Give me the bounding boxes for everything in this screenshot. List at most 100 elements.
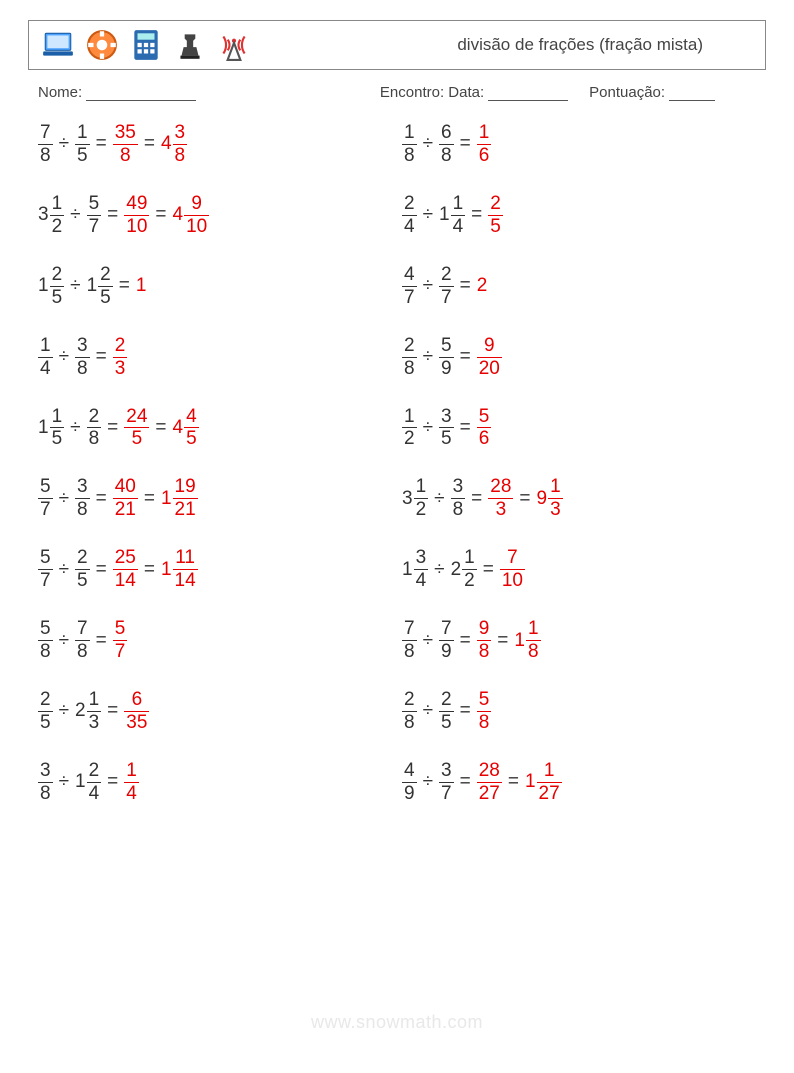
numerator: 1 bbox=[477, 123, 492, 143]
divide-sign: ÷ bbox=[423, 204, 433, 226]
denominator: 5 bbox=[50, 429, 65, 449]
fraction-stack: 24 bbox=[402, 194, 417, 237]
numerator: 5 bbox=[113, 619, 128, 639]
fraction-stack: 910 bbox=[184, 194, 209, 237]
fraction-stack: 58 bbox=[38, 619, 53, 662]
fraction-stack: 25 bbox=[439, 690, 454, 733]
divide-sign: ÷ bbox=[59, 346, 69, 368]
fraction: 4021 bbox=[113, 477, 138, 520]
page-title: divisão de frações (fração mista) bbox=[457, 35, 703, 55]
whole-part: 1 bbox=[402, 559, 413, 581]
problem: 78÷79=98=118 bbox=[402, 619, 756, 662]
fraction-stack: 57 bbox=[113, 619, 128, 662]
fraction-stack: 23 bbox=[113, 336, 128, 379]
fraction: 68 bbox=[439, 123, 454, 166]
mixed-number: 4910 bbox=[173, 194, 210, 237]
fraction: 14 bbox=[38, 336, 53, 379]
divide-sign: ÷ bbox=[59, 630, 69, 652]
numerator: 1 bbox=[75, 123, 90, 143]
numerator: 2 bbox=[87, 407, 102, 427]
problem: 57÷25=2514=11114 bbox=[38, 548, 392, 591]
fraction-stack: 34 bbox=[414, 548, 429, 591]
divide-sign: ÷ bbox=[434, 559, 444, 581]
equals-sign: = bbox=[471, 488, 482, 510]
equals-sign: = bbox=[460, 417, 471, 439]
mixed-number: 312 bbox=[38, 194, 64, 237]
denominator: 8 bbox=[173, 146, 188, 166]
equals-sign: = bbox=[96, 488, 107, 510]
whole-part: 1 bbox=[38, 275, 49, 297]
denominator: 8 bbox=[477, 713, 492, 733]
fraction: 283 bbox=[488, 477, 513, 520]
numerator: 4 bbox=[402, 761, 417, 781]
numerator: 6 bbox=[130, 690, 145, 710]
denominator: 8 bbox=[38, 642, 53, 662]
numerator: 1 bbox=[542, 761, 557, 781]
denominator: 9 bbox=[439, 359, 454, 379]
fraction-stack: 16 bbox=[477, 123, 492, 166]
denominator: 4 bbox=[87, 784, 102, 804]
denominator: 5 bbox=[38, 713, 53, 733]
numerator: 40 bbox=[113, 477, 138, 497]
numerator: 1 bbox=[50, 407, 65, 427]
denominator: 4 bbox=[124, 784, 139, 804]
equals-sign: = bbox=[519, 488, 530, 510]
numerator: 11 bbox=[173, 548, 197, 568]
denominator: 8 bbox=[75, 359, 90, 379]
fraction-stack: 12 bbox=[402, 407, 417, 450]
data-blank bbox=[488, 85, 568, 101]
equals-sign: = bbox=[144, 133, 155, 155]
fraction: 14 bbox=[124, 761, 139, 804]
fraction-stack: 18 bbox=[402, 123, 417, 166]
denominator: 5 bbox=[130, 429, 145, 449]
numerator: 1 bbox=[402, 407, 417, 427]
denominator: 14 bbox=[113, 571, 138, 591]
whole-part: 1 bbox=[75, 771, 86, 793]
fraction-stack: 12 bbox=[414, 477, 429, 520]
equals-sign: = bbox=[460, 700, 471, 722]
divide-sign: ÷ bbox=[70, 275, 80, 297]
numerator: 49 bbox=[124, 194, 149, 214]
fraction: 635 bbox=[124, 690, 149, 733]
fraction: 57 bbox=[38, 477, 53, 520]
denominator: 5 bbox=[439, 713, 454, 733]
numerator: 7 bbox=[505, 548, 520, 568]
fraction: 4910 bbox=[124, 194, 149, 237]
mixed-number: 438 bbox=[161, 123, 187, 166]
whole-part: 4 bbox=[161, 133, 172, 155]
mixed-number: 124 bbox=[75, 761, 101, 804]
numerator: 1 bbox=[124, 761, 139, 781]
equals-sign: = bbox=[107, 771, 118, 793]
fraction: 56 bbox=[477, 407, 492, 450]
denominator: 8 bbox=[118, 146, 133, 166]
equals-sign: = bbox=[144, 559, 155, 581]
fraction-stack: 45 bbox=[184, 407, 199, 450]
denominator: 3 bbox=[113, 359, 128, 379]
mixed-number: 913 bbox=[537, 477, 563, 520]
denominator: 8 bbox=[526, 642, 541, 662]
denominator: 9 bbox=[402, 784, 417, 804]
pont-blank bbox=[669, 85, 715, 101]
fraction-stack: 78 bbox=[75, 619, 90, 662]
fraction-stack: 38 bbox=[173, 123, 188, 166]
fraction-stack: 15 bbox=[50, 407, 65, 450]
fraction: 245 bbox=[124, 407, 149, 450]
fraction-stack: 37 bbox=[439, 761, 454, 804]
divide-sign: ÷ bbox=[70, 204, 80, 226]
numerator: 1 bbox=[548, 477, 563, 497]
denominator: 8 bbox=[439, 146, 454, 166]
denominator: 8 bbox=[38, 784, 53, 804]
calculator-icon bbox=[129, 28, 163, 62]
fraction: 57 bbox=[38, 548, 53, 591]
header-bar: divisão de frações (fração mista) bbox=[28, 20, 766, 70]
divide-sign: ÷ bbox=[423, 133, 433, 155]
fraction-stack: 25 bbox=[50, 265, 65, 308]
problem: 47÷27=2 bbox=[402, 265, 756, 308]
whole-part: 1 bbox=[514, 630, 525, 652]
problem: 18÷68=16 bbox=[402, 123, 756, 166]
fraction: 25 bbox=[439, 690, 454, 733]
fraction: 2827 bbox=[477, 761, 502, 804]
numerator: 6 bbox=[439, 123, 454, 143]
denominator: 5 bbox=[75, 571, 90, 591]
divide-sign: ÷ bbox=[423, 700, 433, 722]
